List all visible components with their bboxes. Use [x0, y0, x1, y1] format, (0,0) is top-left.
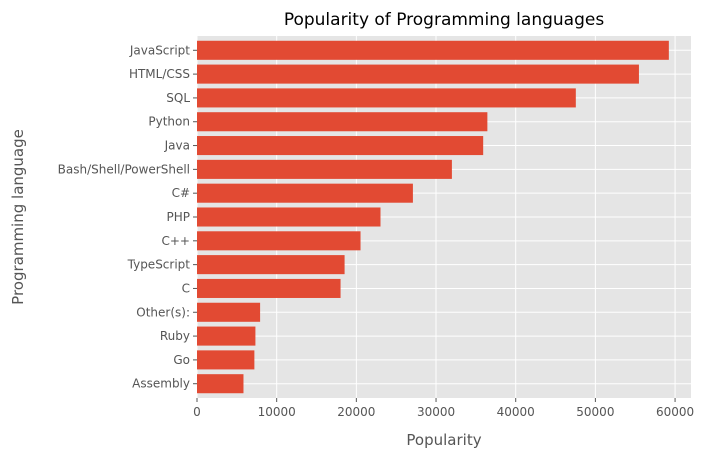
- x-tick-label: 20000: [337, 405, 375, 419]
- x-axis-label: Popularity: [406, 431, 481, 449]
- bars: [197, 40, 669, 394]
- bar: [197, 207, 381, 227]
- y-tick-label: Assembly: [132, 377, 190, 391]
- y-tick-label: TypeScript: [127, 258, 191, 272]
- x-tick-labels: 0 10000 20000 30000 40000 50000 60000: [193, 398, 694, 419]
- y-tick-labels: JavaScript HTML/CSS SQL Python Java Bash/Shel…: [58, 43, 197, 391]
- bar: [197, 231, 361, 251]
- y-tick-label: Java: [164, 139, 190, 153]
- bar: [197, 40, 669, 60]
- x-tick-label: 10000: [258, 405, 296, 419]
- y-tick-label: Go: [173, 353, 190, 367]
- y-tick-label: Bash/Shell/PowerShell: [58, 162, 190, 176]
- x-tick-label: 50000: [576, 405, 614, 419]
- bar: [197, 159, 452, 179]
- bar: [197, 183, 413, 203]
- bar: [197, 350, 255, 370]
- y-tick-label: C++: [162, 234, 191, 248]
- y-tick-label: Ruby: [160, 329, 190, 343]
- y-tick-label: JavaScript: [129, 43, 190, 57]
- y-tick-label: HTML/CSS: [129, 67, 190, 81]
- bar: [197, 88, 576, 108]
- y-tick-label: PHP: [167, 210, 191, 224]
- y-tick-label: SQL: [166, 91, 190, 105]
- bar: [197, 136, 484, 156]
- bar: [197, 326, 256, 346]
- y-tick-label: C: [182, 281, 190, 295]
- y-tick-label: Python: [148, 115, 190, 129]
- chart-title: Popularity of Programming languages: [284, 10, 605, 30]
- x-tick-label: 40000: [497, 405, 535, 419]
- y-tick-label: Other(s):: [136, 305, 190, 319]
- y-axis-label: Programming language: [9, 129, 27, 305]
- bar: [197, 278, 341, 298]
- bar: [197, 302, 261, 322]
- bar: [197, 64, 639, 84]
- bar: [197, 112, 488, 132]
- x-tick-label: 60000: [656, 405, 694, 419]
- x-tick-label: 30000: [417, 405, 455, 419]
- bar: [197, 255, 345, 275]
- y-tick-label: C#: [172, 186, 190, 200]
- bar: [197, 374, 244, 394]
- x-tick-label: 0: [193, 405, 201, 419]
